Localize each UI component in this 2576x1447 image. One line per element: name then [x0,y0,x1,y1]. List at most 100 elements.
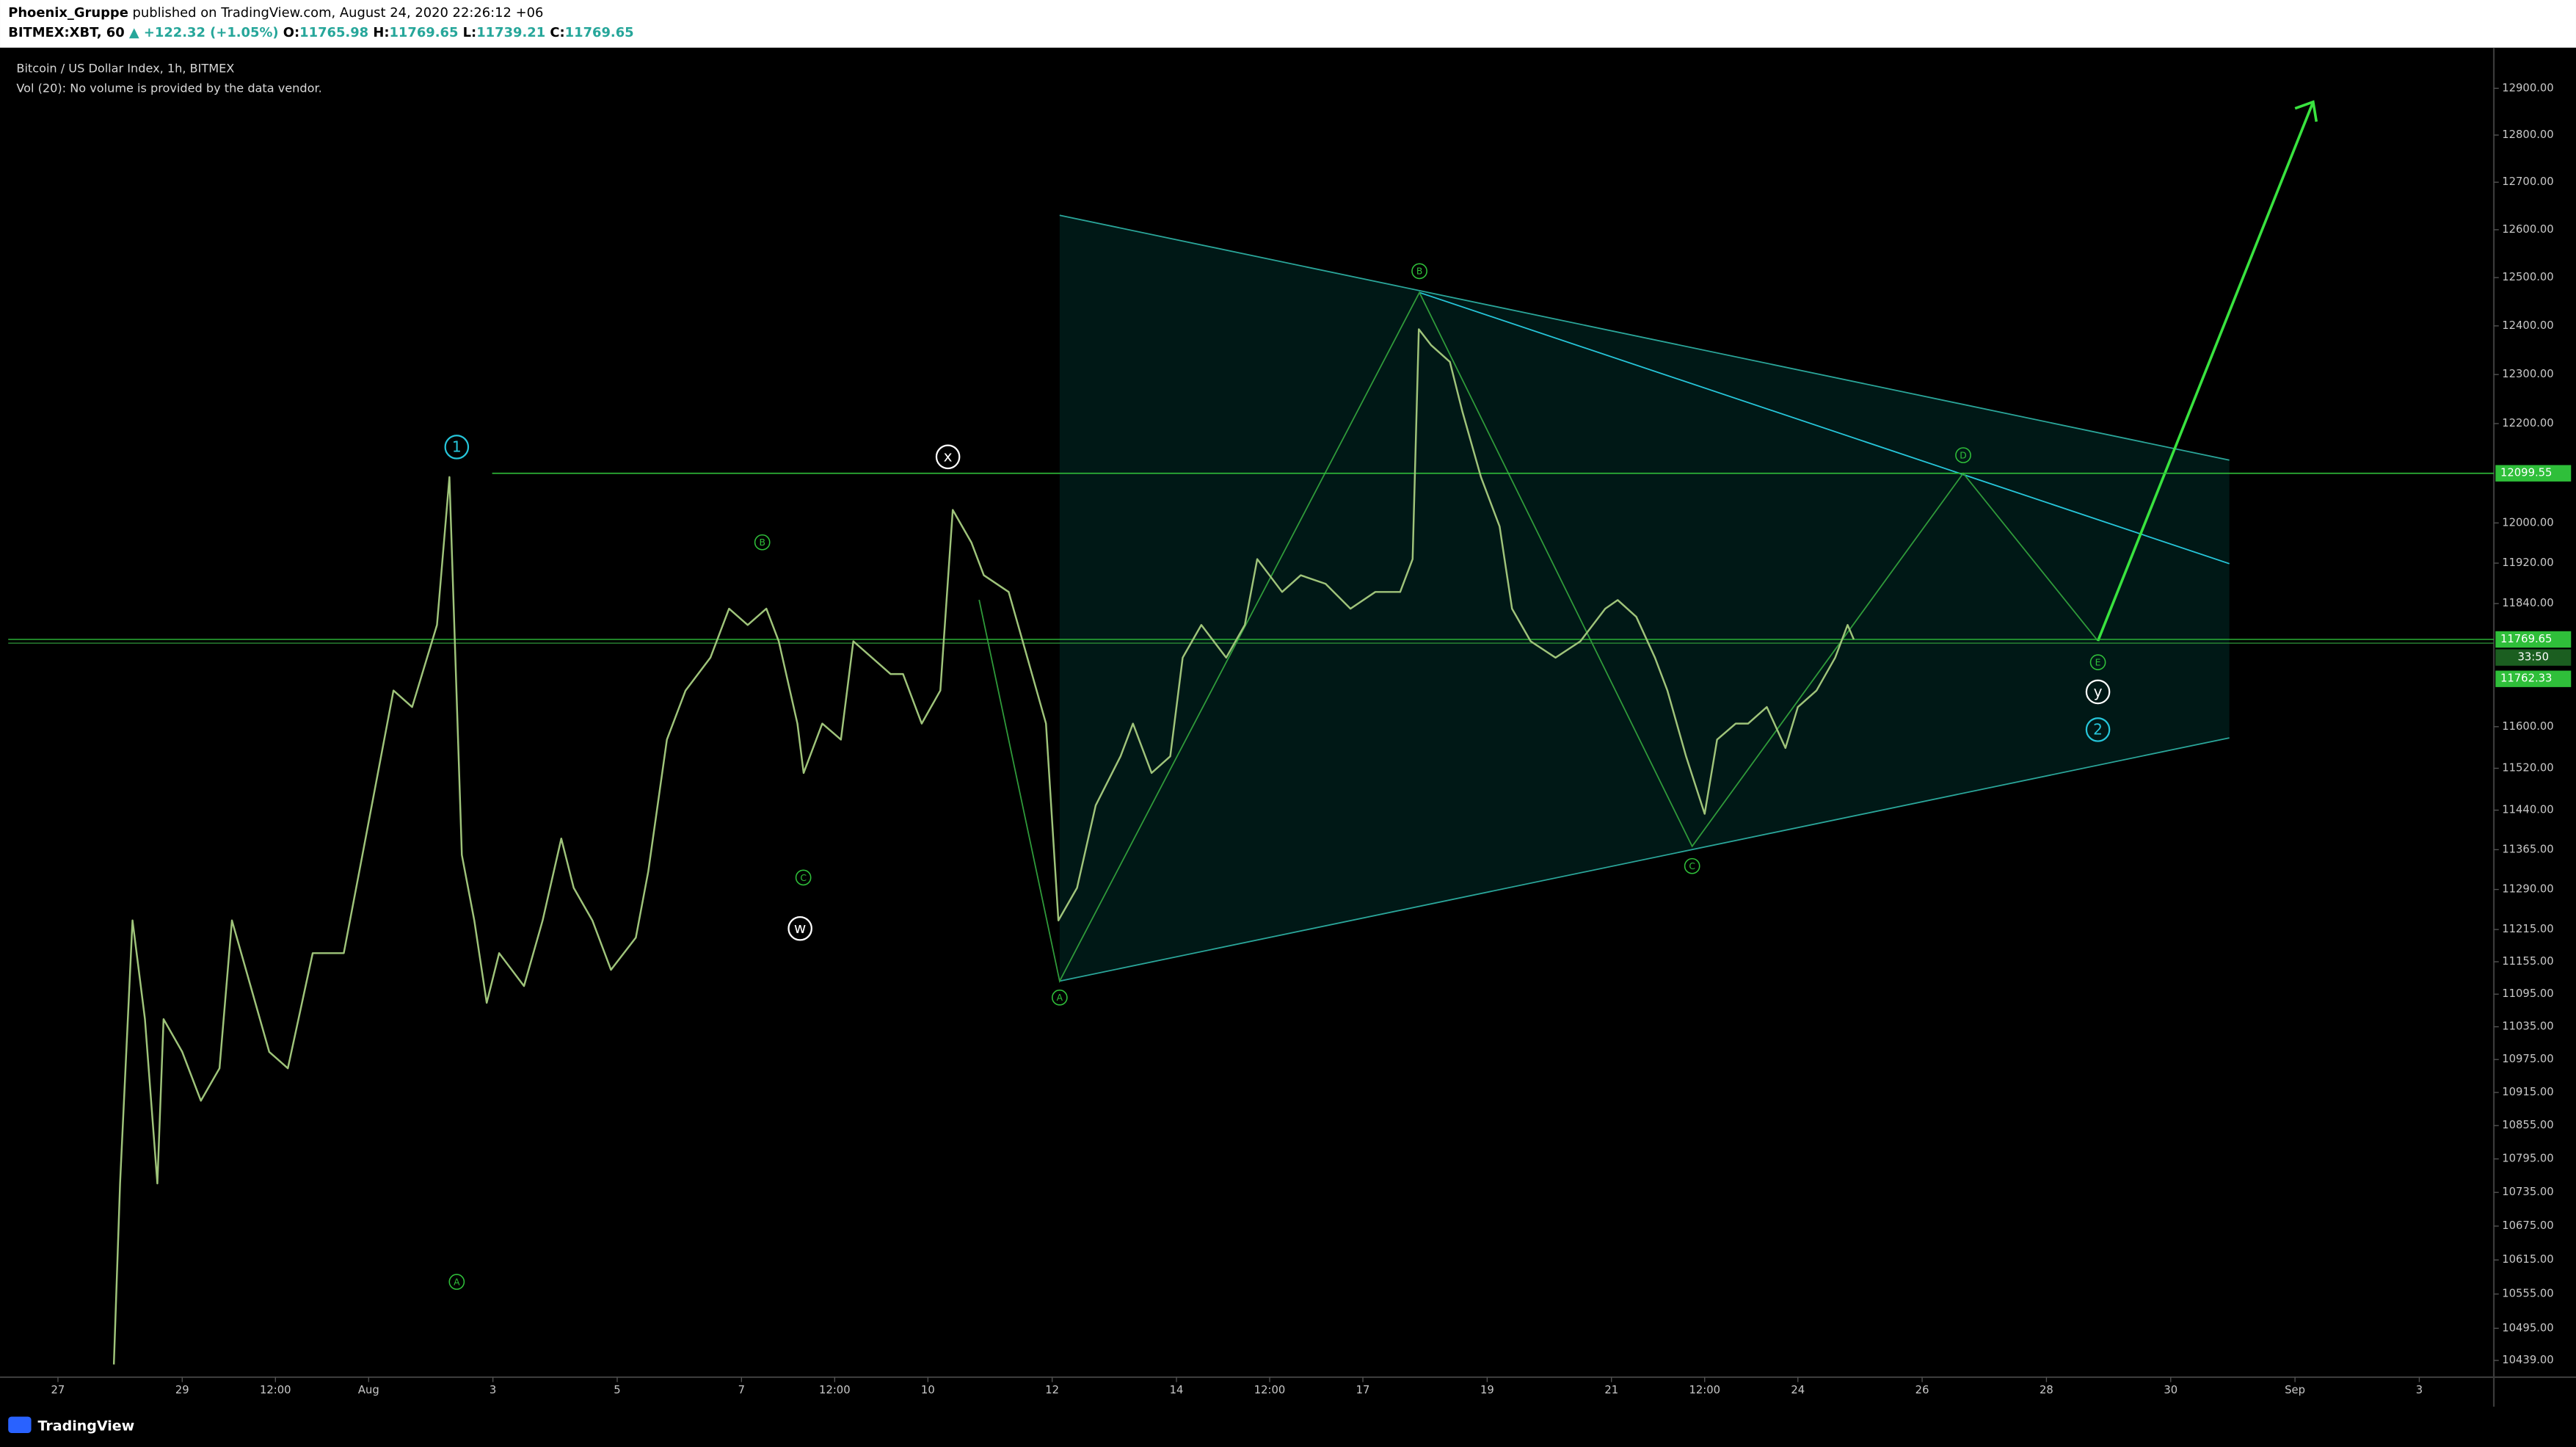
symbol: BITMEX:XBT, 60 [8,25,129,40]
x-tick-label: 10 [921,1384,935,1396]
y-tick-label: 10975.00 [2502,1053,2553,1065]
ohlc-label: O: [283,25,299,40]
y-tick-label: 12400.00 [2502,319,2553,332]
x-tick-label: 12:00 [819,1384,851,1396]
triangle-lower [1059,737,2230,982]
x-tick-label: 12:00 [1689,1384,1720,1396]
triangle-fill [1059,215,2230,982]
countdown: 33:50 [2518,651,2550,664]
y-tick-label: 11600.00 [2502,720,2553,733]
y-tick-label: 11365.00 [2502,843,2553,855]
y-tick-label: 11440.00 [2502,804,2553,816]
x-tick-label: 7 [738,1384,745,1396]
y-tick-label: 11840.00 [2502,597,2553,609]
wave-label: C [1689,861,1695,871]
ohlc-value: 11739.21 [476,25,545,40]
y-tick-label: 12000.00 [2502,516,2553,529]
x-tick-label: 14 [1170,1384,1184,1396]
quote-line: BITMEX:XBT, 60 ▲ +122.32 (+1.05%) O:1176… [8,25,633,40]
y-tick-label: 12900.00 [2502,81,2553,94]
price-tag-box [2495,631,2572,648]
wave-label: A [1057,993,1063,1003]
wave-circle [1955,447,1971,463]
y-tick-label: 10439.00 [2502,1354,2553,1366]
y-tick-label: 11155.00 [2502,955,2553,968]
wave-label: y [2094,683,2103,700]
y-tick-label: 10495.00 [2502,1321,2553,1334]
ohlc-value: 11769.65 [565,25,634,40]
price-tag: 12099.55 [2500,467,2552,479]
x-tick-label: Aug [358,1384,379,1396]
price-tag: 11762.33 [2500,672,2552,685]
y-tick-label: 11520.00 [2502,761,2553,774]
x-tick-label: 27 [51,1384,65,1396]
ohlc-label: C: [550,25,564,40]
drawings [978,100,2318,984]
wave-circle [1684,857,1700,874]
ohlc-value: 11765.98 [299,25,368,40]
footer-brand: TradingView [38,1418,135,1435]
wave-circle [754,534,771,551]
logo-mark [8,1416,32,1433]
publisher: Phoenix_Gruppe [8,5,128,21]
y-tick-label: 12500.00 [2502,271,2553,283]
x-tick-label: 30 [2164,1384,2177,1396]
wave-label: B [759,537,765,548]
wave-circle [1051,989,1068,1006]
y-tick-label: 12200.00 [2502,417,2553,429]
wave-label: w [794,919,806,937]
price-tag-box [2495,465,2572,482]
change: ▲ +122.32 (+1.05%) [129,25,283,40]
wave-circle [444,435,470,460]
wave-circle [448,1274,465,1290]
x-tick-label: 29 [175,1384,189,1396]
x-tick-label: 3 [490,1384,496,1396]
price-tag-box [2495,670,2572,687]
wave-label: 1 [452,438,462,455]
x-tick-label: Sep [2285,1384,2305,1396]
x-tick-label: 26 [1915,1384,1929,1396]
x-tick-label: 21 [1604,1384,1618,1396]
wave-circle [2089,654,2106,670]
wave-label: D [1960,450,1966,460]
x-tick-label: 5 [614,1384,620,1396]
header-band [0,0,2576,48]
wave-label: C [800,873,807,883]
y-tick-label: 10555.00 [2502,1288,2553,1300]
x-tick-label: 19 [1480,1384,1494,1396]
wave-label: x [944,448,953,465]
y-tick-label: 10675.00 [2502,1219,2553,1232]
ohlc-value: 11769.65 [389,25,458,40]
x-tick-label: 12 [1045,1384,1059,1396]
triangle-upper [1059,214,2230,461]
wave-label: E [2095,658,2101,668]
x-tick-label: 28 [2040,1384,2053,1396]
y-tick-label: 12600.00 [2502,223,2553,236]
x-tick-label: 3 [2416,1384,2423,1396]
countdown-box [2495,649,2572,666]
y-tick-label: 11920.00 [2502,556,2553,569]
wave-path [978,291,2099,984]
y-tick-label: 10855.00 [2502,1119,2553,1131]
x-tick-label: 12:00 [260,1384,291,1396]
legend-title: Bitcoin / US Dollar Index, 1h, BITMEX [16,62,234,76]
wave-circle [935,444,961,470]
y-tick-label: 11215.00 [2502,923,2553,935]
trend-line [1419,291,2230,565]
x-tick-label: 24 [1791,1384,1805,1396]
arrow-head [2294,100,2318,122]
y-tick-label: 12300.00 [2502,368,2553,380]
publish-line: Phoenix_Gruppe published on TradingView.… [8,5,543,21]
wave-circle [795,869,812,886]
x-tick-label: 17 [1356,1384,1370,1396]
y-tick-label: 10915.00 [2502,1086,2553,1098]
y-tick-label: 12700.00 [2502,175,2553,188]
ohlc-label: H: [373,25,389,40]
wave-label: B [1416,266,1422,277]
y-tick-label: 12800.00 [2502,128,2553,141]
ohlc-label: L: [463,25,477,40]
